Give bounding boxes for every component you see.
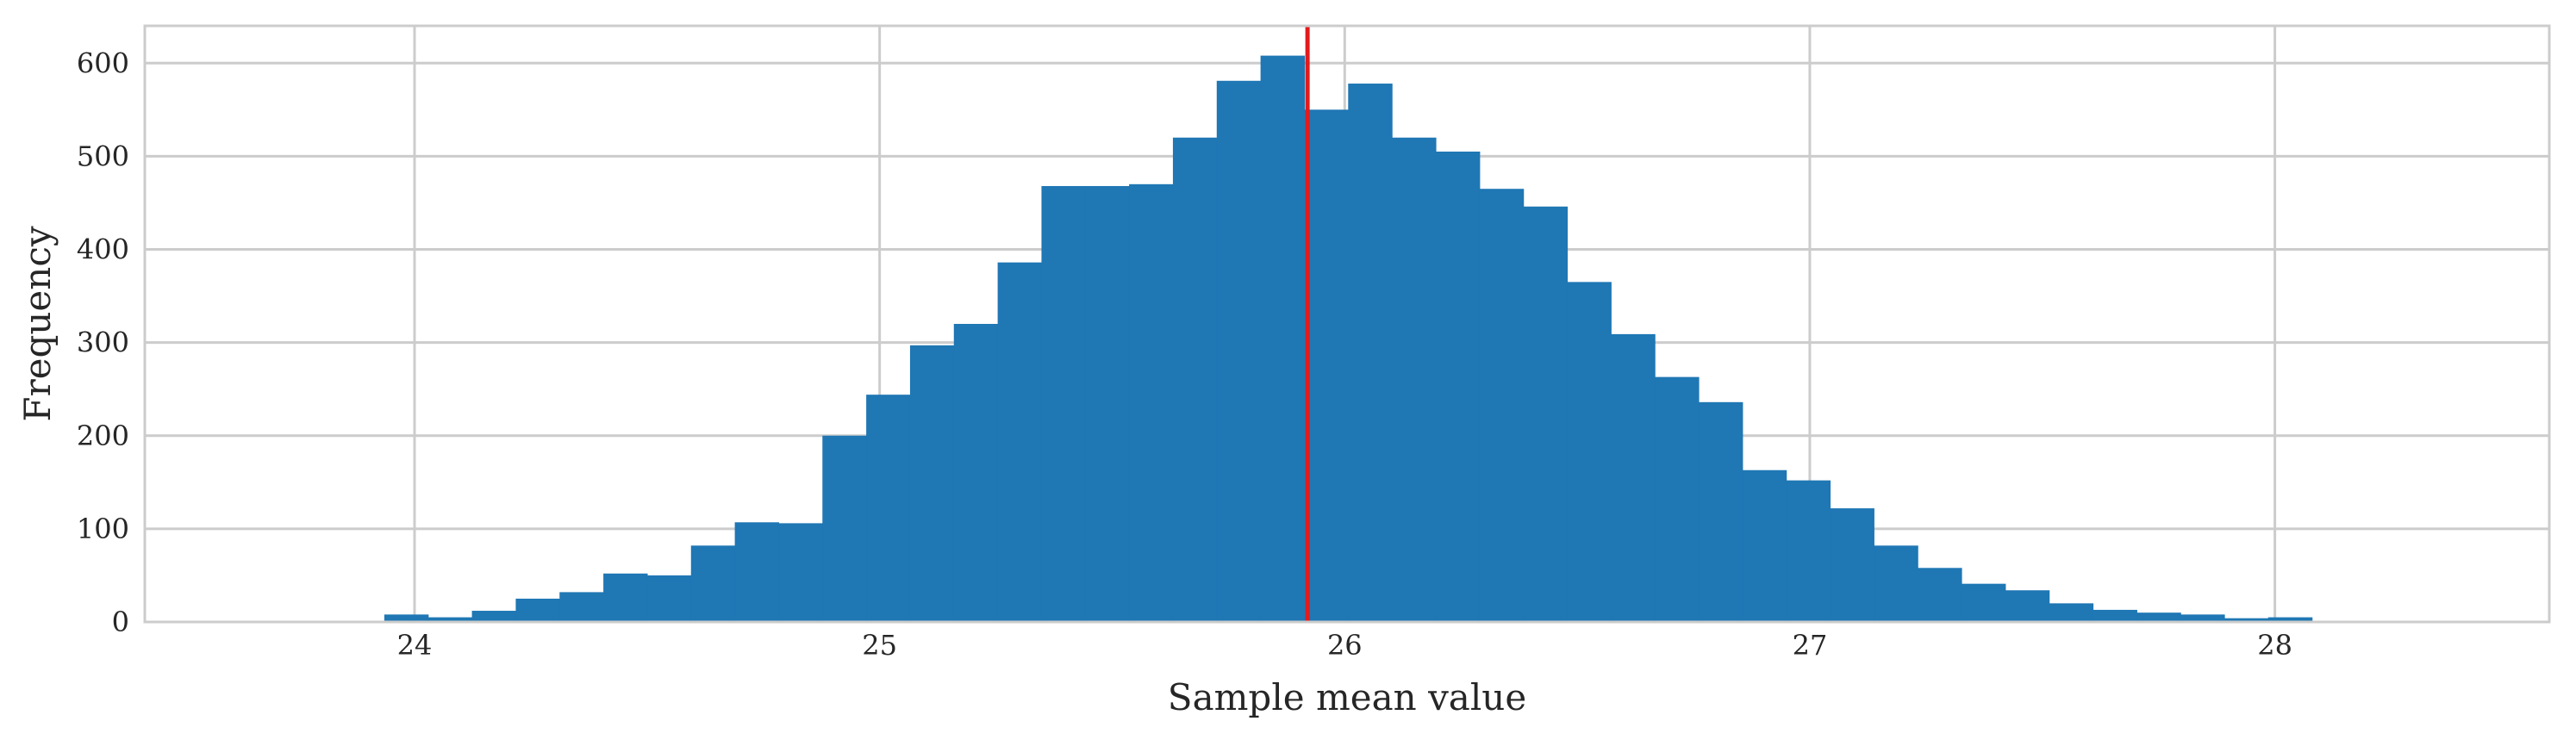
histogram-bar (427, 617, 473, 622)
x-tick-label: 26 (1327, 629, 1363, 662)
plot-frame (143, 24, 2551, 624)
histogram-bar (1304, 109, 1349, 622)
histogram-bar (1830, 508, 1874, 622)
histogram-bar (1655, 376, 1700, 622)
histogram-bar (1216, 80, 1262, 622)
histogram-bar (1567, 282, 1612, 622)
histogram-bar (997, 262, 1043, 622)
histogram-bar (953, 324, 999, 622)
histogram-bar (1874, 545, 1918, 622)
y-tick-labels: 0 100 200 300 400 500 600 (77, 47, 129, 638)
histogram-bar (384, 614, 429, 622)
x-tick-label: 27 (1793, 629, 1828, 662)
histogram-bar (822, 435, 867, 622)
histogram-bar (2136, 612, 2181, 622)
histogram-bar (690, 545, 736, 622)
histogram-bar (1961, 583, 2006, 622)
x-tick-label: 24 (397, 629, 433, 662)
histogram-bar (559, 592, 604, 622)
histogram-bar (1611, 333, 1656, 622)
histogram-bar (1392, 137, 1437, 622)
histogram-bar (1348, 84, 1393, 623)
y-tick-label: 200 (77, 420, 129, 452)
y-tick-label: 600 (77, 47, 129, 79)
y-tick-label: 400 (77, 233, 129, 266)
histogram-bar (646, 575, 692, 622)
histogram-bar (603, 573, 648, 622)
histogram-bar (909, 345, 955, 622)
histogram-bar (1260, 55, 1306, 623)
histogram-bar (1479, 189, 1525, 622)
histogram-bar (1698, 401, 1743, 622)
x-tick-label: 25 (862, 629, 897, 662)
histogram-bar (1786, 480, 1831, 622)
x-tick-label: 28 (2257, 629, 2292, 662)
histogram-bar (1742, 469, 1787, 622)
y-axis-label: Frequency (16, 226, 59, 421)
histogram-bars (384, 55, 2313, 623)
y-tick-label: 0 (112, 606, 129, 638)
histogram-bar (1523, 206, 1569, 622)
histogram-bar (2005, 590, 2050, 622)
histogram-bar (1041, 185, 1086, 622)
histogram-bar (515, 598, 560, 622)
histogram-bar (2093, 609, 2137, 622)
histogram-bar (1918, 568, 1962, 622)
histogram-bar (778, 523, 823, 622)
histogram-bar (734, 522, 780, 622)
x-tick-labels: 24 25 26 27 28 (397, 629, 2292, 662)
histogram-bar (866, 395, 911, 622)
y-tick-label: 100 (77, 513, 129, 545)
histogram-bar (1172, 137, 1218, 622)
y-tick-label: 500 (77, 140, 129, 172)
histogram-bar (1435, 151, 1481, 622)
histogram-bar (2224, 618, 2269, 622)
histogram-bar (1129, 183, 1174, 622)
histogram-bar (2180, 614, 2225, 622)
x-axis-label: Sample mean value (1168, 676, 1526, 718)
histogram-bar (1085, 185, 1130, 622)
y-tick-label: 300 (77, 326, 129, 359)
histogram-bar (2049, 603, 2094, 622)
histogram-bar (2267, 617, 2313, 622)
histogram-bar (471, 611, 517, 622)
